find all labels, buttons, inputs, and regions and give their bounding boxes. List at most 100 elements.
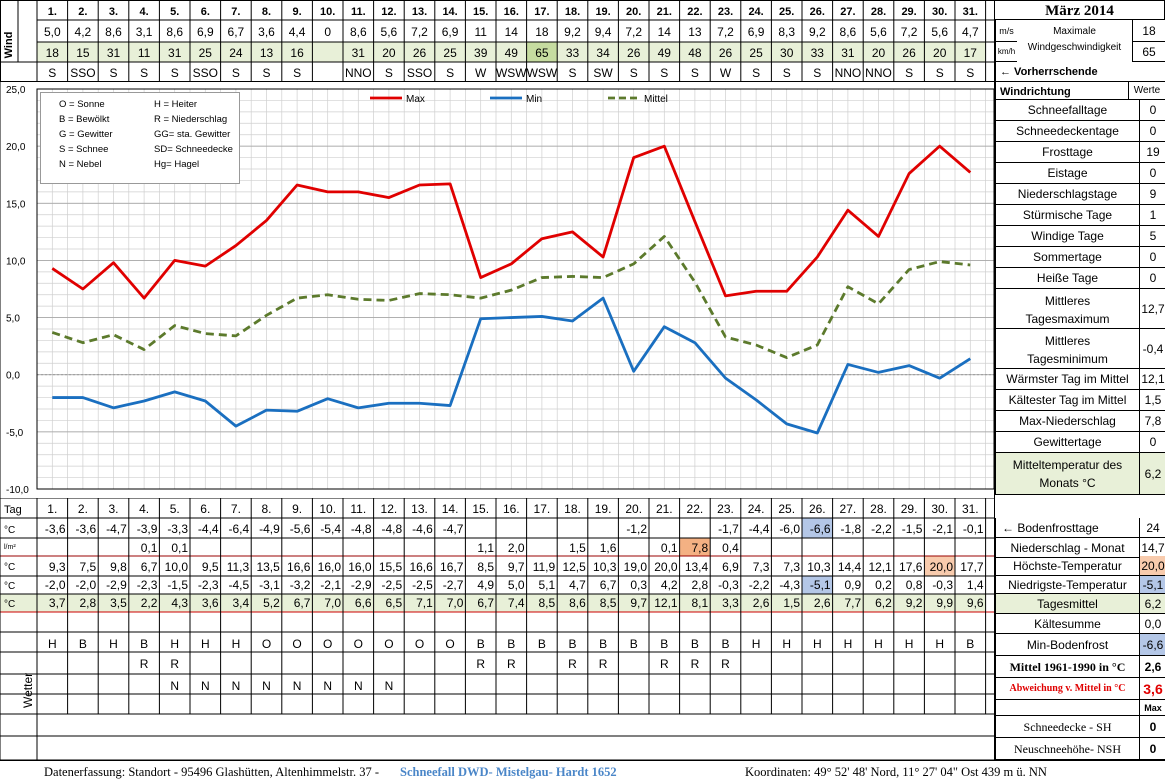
lower-stat-value: 20,0 (1139, 556, 1165, 575)
max-temp-value: 13,4 (685, 560, 709, 574)
ground-frost-value: -4,8 (382, 522, 403, 536)
lower-stat-label: Min-Bodenfrost (1026, 638, 1109, 652)
wind-day-label: 18. (565, 6, 580, 18)
wind-dir-value: SSO (407, 66, 432, 80)
day-label: 5. (170, 502, 180, 516)
mittel-row-bg (37, 594, 986, 612)
day-label: 27. (840, 502, 857, 516)
day-label: 3. (108, 502, 118, 516)
day-label: 28. (870, 502, 887, 516)
wind-ms-value: 7,2 (901, 25, 918, 39)
lower-stat-label: Niederschlag - Monat (1010, 541, 1125, 555)
max-temp-value: 10,0 (165, 560, 189, 574)
weather-code: N (354, 679, 363, 693)
weather-code: O (384, 637, 393, 651)
lower-stat-row: Min-Bodenfrost -6,6 (995, 634, 1165, 656)
ground-frost-value: -6,4 (229, 522, 250, 536)
wind-dir-value: S (905, 66, 913, 80)
wind-ms-value: 8,6 (840, 25, 857, 39)
mean-temp-value: 2,6 (814, 596, 831, 610)
wind-ms-value: 5,6 (870, 25, 887, 39)
wind-kmh-value: 20 (382, 46, 396, 60)
stat-row: Gewittertage 0 (995, 432, 1165, 453)
stat-value: 6,2 (1139, 453, 1165, 494)
max-temp-value: 16,7 (440, 560, 464, 574)
unit-label: °C (4, 562, 15, 573)
wind-dir-value: S (48, 66, 56, 80)
daily-table: Tag °C l/m² °C °C °C Wetter 1. 2. 3. 4. 5. 6. 7. 8. 9. 1… (0, 498, 995, 760)
wind-ms-value: 4,7 (962, 25, 979, 39)
weather-code: N (385, 679, 394, 693)
stat-label: Heiße Tage (1036, 271, 1099, 285)
mean-temp-value: 6,7 (294, 596, 311, 610)
weather-code: H (232, 637, 241, 651)
min-temp-value: 0,8 (906, 578, 923, 592)
mean-temp-value: 9,6 (967, 596, 984, 610)
max-temp-value: 12,5 (562, 560, 586, 574)
stat-label: Eistage (1047, 166, 1088, 180)
stat-value: 0 (1139, 432, 1165, 452)
max-temp-value: 16,6 (409, 560, 433, 574)
legend-code: SD= Schneedecke (154, 144, 233, 155)
max-temp-value: 20,0 (654, 560, 678, 574)
day-label: 20. (625, 502, 642, 516)
mean-temp-value: 7,7 (845, 596, 862, 610)
weather-code: H (905, 637, 914, 651)
max-temp-value: 9,7 (508, 560, 525, 574)
weather-code: B (79, 637, 87, 651)
day-label: 25. (778, 502, 795, 516)
wind-kmh-value: 26 (627, 46, 641, 60)
weather-code: B (507, 637, 515, 651)
wind-ms-value: 3,1 (136, 25, 153, 39)
weather-code: O (323, 637, 332, 651)
wind-kmh-value: 26 (902, 46, 916, 60)
max-precip-cell (679, 538, 711, 556)
stat-value: 1 (1139, 205, 1165, 225)
wind-dir-value: S (813, 66, 821, 80)
stat-row: Stürmische Tage 1 (995, 205, 1165, 226)
footer: Datenerfassung: Standort - 95496 Glashüt… (0, 760, 1165, 784)
wind-day-label: 25. (779, 6, 794, 18)
max-wind-ms: 18 (1132, 20, 1165, 42)
lower-stat-label: Tagesmittel (1037, 597, 1098, 611)
precip-value: 0,1 (171, 541, 188, 555)
legend-code: O = Sonne (59, 99, 105, 110)
max-temp-value: 16,0 (348, 560, 372, 574)
stat-label: Mittleres Tagesmaximum (1025, 294, 1110, 326)
stat-label: Schneedeckentage (1016, 124, 1119, 138)
legend-code: S = Schnee (59, 144, 109, 155)
wind-dir-value: S (966, 66, 974, 80)
y-tick-label: 5,0 (6, 314, 20, 325)
ground-frost-value: -2,1 (932, 522, 953, 536)
max-temp-value: 7,3 (783, 560, 800, 574)
min-temp-value: -2,5 (382, 578, 403, 592)
day-label: 11. (350, 502, 366, 516)
min-temp-value: 5,0 (508, 578, 525, 592)
mean-temp-value: 3,6 (202, 596, 219, 610)
precip-value: 0,1 (661, 541, 678, 555)
stat-value: 9 (1139, 184, 1165, 204)
wind-dir-value: NNO (835, 66, 862, 80)
wind-ms-value: 8,3 (778, 25, 795, 39)
wind-day-label: 7. (231, 6, 240, 18)
stat-value: 5 (1139, 226, 1165, 246)
ground-frost-value: -3,9 (137, 522, 158, 536)
stat-value: 1,5 (1139, 390, 1165, 410)
precip-value: 1,5 (569, 541, 586, 555)
stat-row: Schneedeckentage 0 (995, 121, 1165, 142)
wind-ms-value: 8,6 (350, 25, 367, 39)
wind-dir-value: W (475, 66, 487, 80)
min-temp-value: 0,9 (845, 578, 862, 592)
stat-row: Mittleres Tagesmaximum 12,7 (995, 289, 1165, 329)
lower-stat-label: ← Bodenfrosttage (1002, 521, 1099, 535)
min-temp-value: -4,3 (779, 578, 800, 592)
min-temp-value: -2,9 (351, 578, 372, 592)
stat-label: Mittleres Tagesminimum (1027, 334, 1108, 366)
legend-code: N = Nebel (59, 159, 102, 170)
mean-temp-value: 8,6 (569, 596, 586, 610)
wind-dir-value: S (783, 66, 791, 80)
ground-frost-value: -4,4 (198, 522, 219, 536)
max-wind-label: Maximale Windgeschwindigkeit (1027, 26, 1122, 53)
max-temp-value: 16,0 (318, 560, 342, 574)
mean-temp-value: 7,4 (508, 596, 525, 610)
